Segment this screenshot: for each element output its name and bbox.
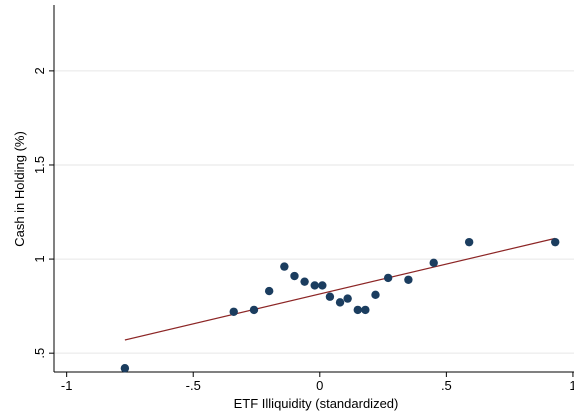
x-tick-label: 1 <box>569 378 574 393</box>
data-point <box>325 292 335 301</box>
grid-lines <box>54 70 574 354</box>
data-point <box>310 281 319 290</box>
x-tick-label: -1 <box>61 378 73 393</box>
x-axis-title: ETF Illiquidity (standardized) <box>234 396 399 411</box>
y-tick-label: 1.5 <box>32 156 47 174</box>
y-axis-ticks: .5 1 1.5 2 <box>32 67 54 359</box>
fitted-trend-line <box>124 237 556 341</box>
data-point <box>229 307 238 316</box>
data-point <box>361 305 370 315</box>
y-tick-label: .5 <box>32 348 47 359</box>
data-point <box>464 237 474 247</box>
data-point <box>404 275 413 284</box>
data-point <box>551 237 560 247</box>
x-axis-ticks: -1 -.5 0 .5 1 <box>61 372 574 393</box>
data-point <box>120 364 130 373</box>
x-tick-label: .5 <box>441 378 452 393</box>
data-points <box>120 237 560 373</box>
data-point <box>318 281 327 290</box>
y-axis-title: Cash in Holding (%) <box>12 131 27 247</box>
data-point <box>353 305 362 315</box>
data-point <box>371 290 380 300</box>
data-point <box>290 271 299 281</box>
data-point <box>429 258 438 268</box>
y-tick-label: 2 <box>32 67 47 74</box>
y-tick-label: 1 <box>32 255 47 262</box>
data-point <box>383 273 393 283</box>
data-point <box>335 298 345 307</box>
data-point <box>280 262 289 271</box>
data-point <box>264 286 274 296</box>
data-point <box>343 294 352 303</box>
x-tick-label: -.5 <box>186 378 201 393</box>
x-tick-label: 0 <box>316 378 323 393</box>
data-point <box>249 305 259 315</box>
data-point <box>300 277 309 286</box>
